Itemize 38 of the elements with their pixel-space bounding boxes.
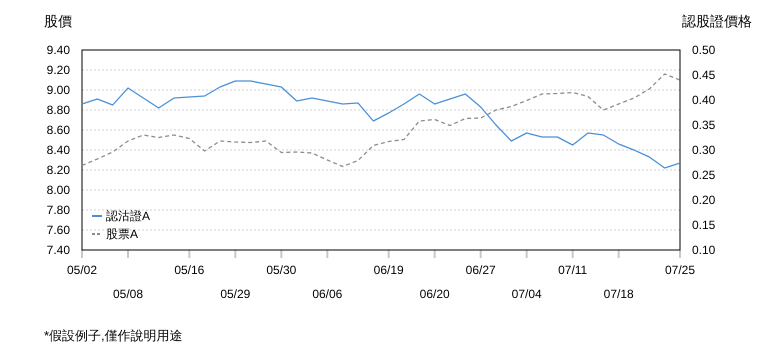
x-tick-label: 06/06 bbox=[312, 287, 343, 301]
y2-tick-label: 0.35 bbox=[692, 118, 716, 132]
x-tick-label: 05/29 bbox=[220, 287, 251, 301]
y-tick-label: 9.00 bbox=[46, 83, 70, 97]
y2-tick-label: 0.50 bbox=[692, 43, 716, 57]
y2-tick-label: 0.30 bbox=[692, 143, 716, 157]
y-tick-label: 9.20 bbox=[46, 63, 70, 77]
x-tick-label: 06/20 bbox=[420, 287, 450, 301]
x-tick-label: 07/04 bbox=[512, 287, 542, 301]
y-axis-title: 股價 bbox=[44, 13, 72, 29]
y-tick-label: 9.40 bbox=[46, 43, 70, 57]
y-tick-label: 7.60 bbox=[46, 223, 70, 237]
legend-label: 認沽證A bbox=[106, 209, 150, 223]
y-tick-label: 7.80 bbox=[46, 203, 70, 217]
y2-tick-label: 0.40 bbox=[692, 93, 716, 107]
y-tick-label: 8.80 bbox=[46, 103, 70, 117]
x-tick-label: 05/30 bbox=[266, 263, 297, 277]
text: *假設例子,僅作說明用途 bbox=[44, 328, 183, 343]
y-tick-label: 8.60 bbox=[46, 123, 70, 137]
x-tick-label: 06/19 bbox=[374, 263, 404, 277]
x-tick-label: 07/18 bbox=[604, 287, 634, 301]
x-tick-label: 07/25 bbox=[664, 263, 696, 277]
x-tick-label: 05/02 bbox=[66, 263, 98, 277]
y2-axis-title: 認股證價格 bbox=[682, 13, 752, 29]
x-tick-label: 07/11 bbox=[558, 263, 588, 277]
y-tick-label: 8.40 bbox=[46, 143, 70, 157]
x-tick-label: 05/16 bbox=[174, 263, 205, 277]
legend-label: 股票A bbox=[106, 227, 138, 241]
y2-tick-label: 0.45 bbox=[692, 68, 716, 82]
y2-tick-label: 0.10 bbox=[692, 243, 716, 257]
x-tick-label: 05/08 bbox=[112, 287, 144, 301]
x-tick-label: 06/27 bbox=[466, 263, 496, 277]
y2-tick-label: 0.25 bbox=[692, 168, 716, 182]
y-tick-label: 8.00 bbox=[46, 183, 70, 197]
y2-tick-label: 0.15 bbox=[692, 218, 716, 232]
y2-tick-label: 0.20 bbox=[692, 193, 716, 207]
y-tick-label: 8.20 bbox=[46, 163, 70, 177]
y-tick-label: 7.40 bbox=[46, 243, 70, 257]
